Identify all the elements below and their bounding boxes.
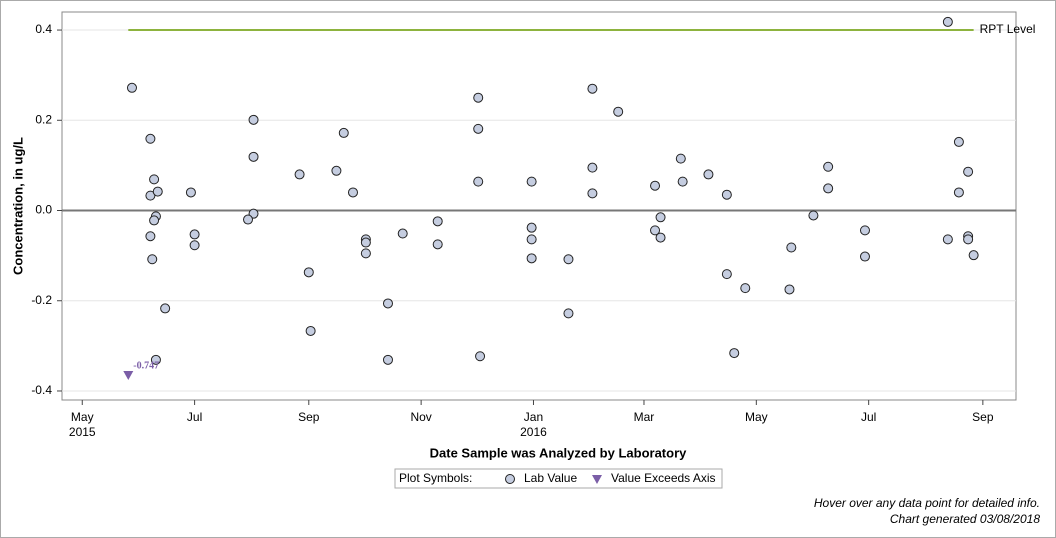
- plot-frame: [61, 11, 1017, 401]
- legend-label: Value Exceeds Axis: [611, 471, 716, 485]
- data-point: [859, 225, 870, 236]
- data-point: [740, 283, 751, 294]
- data-point: [149, 215, 160, 226]
- data-point: [145, 231, 156, 242]
- data-point: [160, 303, 171, 314]
- legend-label: Lab Value: [524, 471, 577, 485]
- legend-symbol: [592, 475, 602, 484]
- x-tick-year: 2015: [69, 425, 96, 439]
- x-tick-label: Nov: [410, 410, 431, 424]
- exceeds-marker: [123, 371, 134, 380]
- data-point: [587, 188, 598, 199]
- data-point: [942, 16, 953, 27]
- data-point: [360, 248, 371, 259]
- x-tick-label: Sep: [972, 410, 994, 424]
- data-point: [953, 136, 964, 147]
- data-point: [784, 284, 795, 295]
- data-point: [185, 187, 196, 198]
- x-tick-year: 2016: [520, 425, 547, 439]
- data-point: [613, 106, 624, 117]
- data-point: [189, 229, 200, 240]
- data-point: [473, 176, 484, 187]
- footnote: Hover over any data point for detailed i…: [814, 496, 1040, 510]
- data-point: [152, 186, 163, 197]
- data-point: [526, 253, 537, 264]
- data-point: [432, 239, 443, 250]
- data-point: [721, 189, 732, 200]
- value-label: -0.747: [133, 360, 159, 371]
- data-point: [473, 123, 484, 134]
- data-point: [243, 214, 254, 225]
- data-point: [587, 162, 598, 173]
- x-tick-label: Jul: [187, 410, 202, 424]
- data-point: [473, 92, 484, 103]
- y-tick-label: -0.2: [31, 293, 52, 307]
- data-point: [953, 187, 964, 198]
- data-point: [382, 298, 393, 309]
- data-point: [147, 254, 158, 265]
- data-point: [859, 251, 870, 262]
- x-tick-label: Jul: [861, 410, 876, 424]
- data-point: [432, 216, 443, 227]
- y-tick-label: 0.2: [35, 112, 52, 126]
- data-point: [150, 354, 161, 365]
- footnote: Chart generated 03/08/2018: [890, 512, 1040, 526]
- x-tick-label: Mar: [634, 410, 655, 424]
- data-point: [331, 165, 342, 176]
- data-point: [650, 225, 661, 236]
- data-point: [149, 174, 160, 185]
- data-point: [397, 228, 408, 239]
- data-point: [347, 187, 358, 198]
- data-point: [294, 169, 305, 180]
- legend-box: [394, 468, 723, 489]
- data-point: [963, 166, 974, 177]
- data-point: [338, 127, 349, 138]
- data-point: [650, 180, 661, 191]
- data-point: [475, 351, 486, 362]
- data-point: [703, 169, 714, 180]
- data-point: [526, 176, 537, 187]
- x-tick-label: Jan: [524, 410, 543, 424]
- data-point: [248, 114, 259, 125]
- data-point: [526, 222, 537, 233]
- x-tick-label: May: [71, 410, 94, 424]
- data-point: [808, 210, 819, 221]
- data-point: [968, 250, 979, 261]
- data-point: [360, 237, 371, 248]
- reference-label: RPT Level: [980, 22, 1036, 36]
- data-point: [729, 348, 740, 359]
- data-point: [189, 240, 200, 251]
- data-point: [786, 242, 797, 253]
- data-point: [248, 151, 259, 162]
- data-point: [721, 269, 732, 280]
- data-point: [126, 82, 137, 93]
- data-point: [942, 234, 953, 245]
- x-axis-title: Date Sample was Analyzed by Laboratory: [430, 445, 687, 460]
- data-point: [675, 153, 686, 164]
- x-tick-label: May: [745, 410, 768, 424]
- x-tick-label: Sep: [298, 410, 320, 424]
- data-point: [655, 212, 666, 223]
- y-tick-label: 0.0: [35, 203, 52, 217]
- data-point: [305, 325, 316, 336]
- data-point: [655, 232, 666, 243]
- data-point: [382, 354, 393, 365]
- y-tick-label: -0.4: [31, 383, 52, 397]
- data-point: [823, 183, 834, 194]
- y-tick-label: 0.4: [35, 22, 52, 36]
- data-point: [563, 254, 574, 265]
- data-point: [303, 267, 314, 278]
- data-point: [823, 161, 834, 172]
- data-point: [963, 234, 974, 245]
- data-point: [526, 234, 537, 245]
- data-point: [563, 308, 574, 319]
- legend-symbol: [505, 474, 515, 484]
- data-point: [145, 133, 156, 144]
- legend-title: Plot Symbols:: [399, 471, 472, 485]
- data-point: [587, 83, 598, 94]
- y-axis-title: Concentration, in ug/L: [10, 137, 25, 275]
- data-point: [677, 176, 688, 187]
